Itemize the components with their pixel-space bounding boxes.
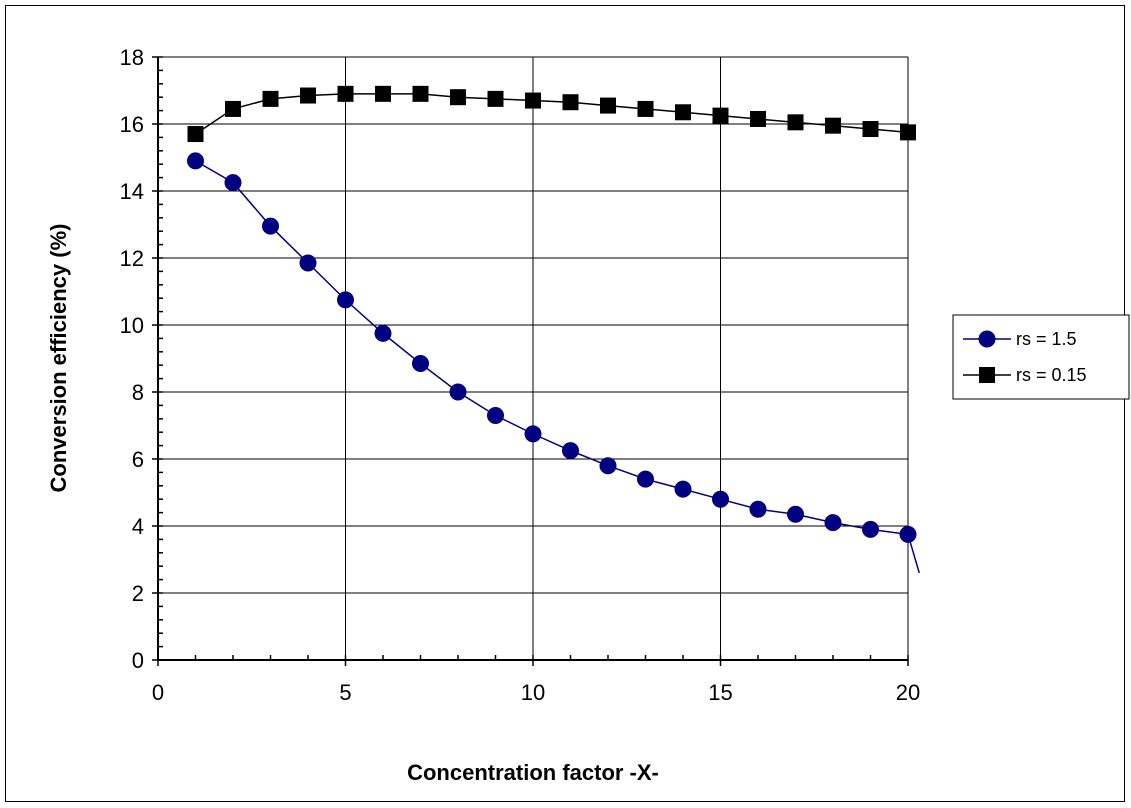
data-point-square — [637, 100, 654, 117]
grid-lines — [158, 56, 909, 660]
y-tick-label: 12 — [120, 246, 144, 271]
data-point-circle — [187, 152, 204, 170]
data-point-circle — [224, 174, 242, 192]
data-point-square — [525, 92, 541, 109]
legend-marker — [978, 330, 996, 348]
y-tick-label: 4 — [132, 514, 144, 539]
data-point-circle — [262, 217, 279, 235]
x-tick-label: 5 — [339, 680, 351, 705]
y-tick-label: 8 — [132, 380, 144, 405]
tick-labels: 0 2 4 6 8 10 12 14 16 18 0 5 10 15 20 — [120, 45, 921, 705]
data-point-circle — [412, 355, 429, 373]
data-point-circle — [712, 490, 729, 508]
axes — [152, 56, 909, 666]
x-tick-label: 10 — [521, 680, 545, 705]
data-point-square — [487, 90, 504, 107]
data-point-circle — [637, 470, 654, 488]
x-tick-label: 20 — [896, 680, 920, 705]
y-tick-label: 14 — [120, 179, 144, 204]
data-point-square — [187, 126, 204, 143]
data-point-square — [750, 110, 766, 127]
x-tick-label: 0 — [152, 680, 164, 705]
data-point-circle — [862, 520, 879, 538]
y-tick-label: 10 — [120, 313, 144, 338]
data-point-square — [450, 89, 466, 106]
y-tick-label: 18 — [120, 45, 144, 70]
series-2 — [187, 85, 916, 143]
data-point-circle — [562, 442, 579, 460]
data-point-square — [262, 90, 279, 107]
data-point-circle — [899, 525, 917, 543]
data-point-circle — [449, 383, 467, 401]
data-point-circle — [674, 480, 692, 498]
y-tick-label: 2 — [132, 581, 144, 606]
series-1 — [187, 152, 920, 574]
data-point-square — [712, 107, 729, 124]
legend-box — [952, 314, 1130, 400]
data-point-square — [225, 100, 241, 117]
legend-label: rs = 0.15 — [1016, 365, 1087, 385]
series-layer — [187, 85, 920, 574]
data-point-square — [862, 121, 879, 138]
data-point-square — [337, 85, 354, 102]
data-point-circle — [749, 500, 767, 518]
legend-marker — [979, 367, 995, 383]
y-axis-title: Conversion efficiency (%) — [46, 224, 71, 493]
y-tick-label: 16 — [120, 112, 144, 137]
x-tick-label: 15 — [708, 680, 732, 705]
data-point-square — [675, 104, 691, 121]
data-point-circle — [299, 254, 317, 272]
y-tick-label: 6 — [132, 447, 144, 472]
data-point-square — [300, 87, 316, 104]
legend-label: rs = 1.5 — [1016, 329, 1077, 349]
data-point-circle — [337, 291, 354, 309]
data-point-square — [600, 97, 616, 114]
data-point-square — [900, 124, 916, 141]
data-point-square — [375, 85, 391, 102]
data-point-circle — [824, 514, 842, 532]
data-point-circle — [487, 406, 504, 424]
data-point-square — [412, 85, 429, 102]
data-point-circle — [374, 324, 392, 342]
data-point-square — [825, 117, 841, 134]
legend: rs = 1.5 rs = 0.15 — [952, 314, 1130, 400]
data-point-circle — [524, 425, 542, 443]
x-axis-title: Concentration factor -X- — [407, 760, 659, 785]
data-point-circle — [599, 457, 617, 475]
data-point-square — [562, 94, 579, 111]
data-point-circle — [787, 505, 804, 523]
y-tick-label: 0 — [132, 648, 144, 673]
data-point-square — [787, 114, 804, 131]
